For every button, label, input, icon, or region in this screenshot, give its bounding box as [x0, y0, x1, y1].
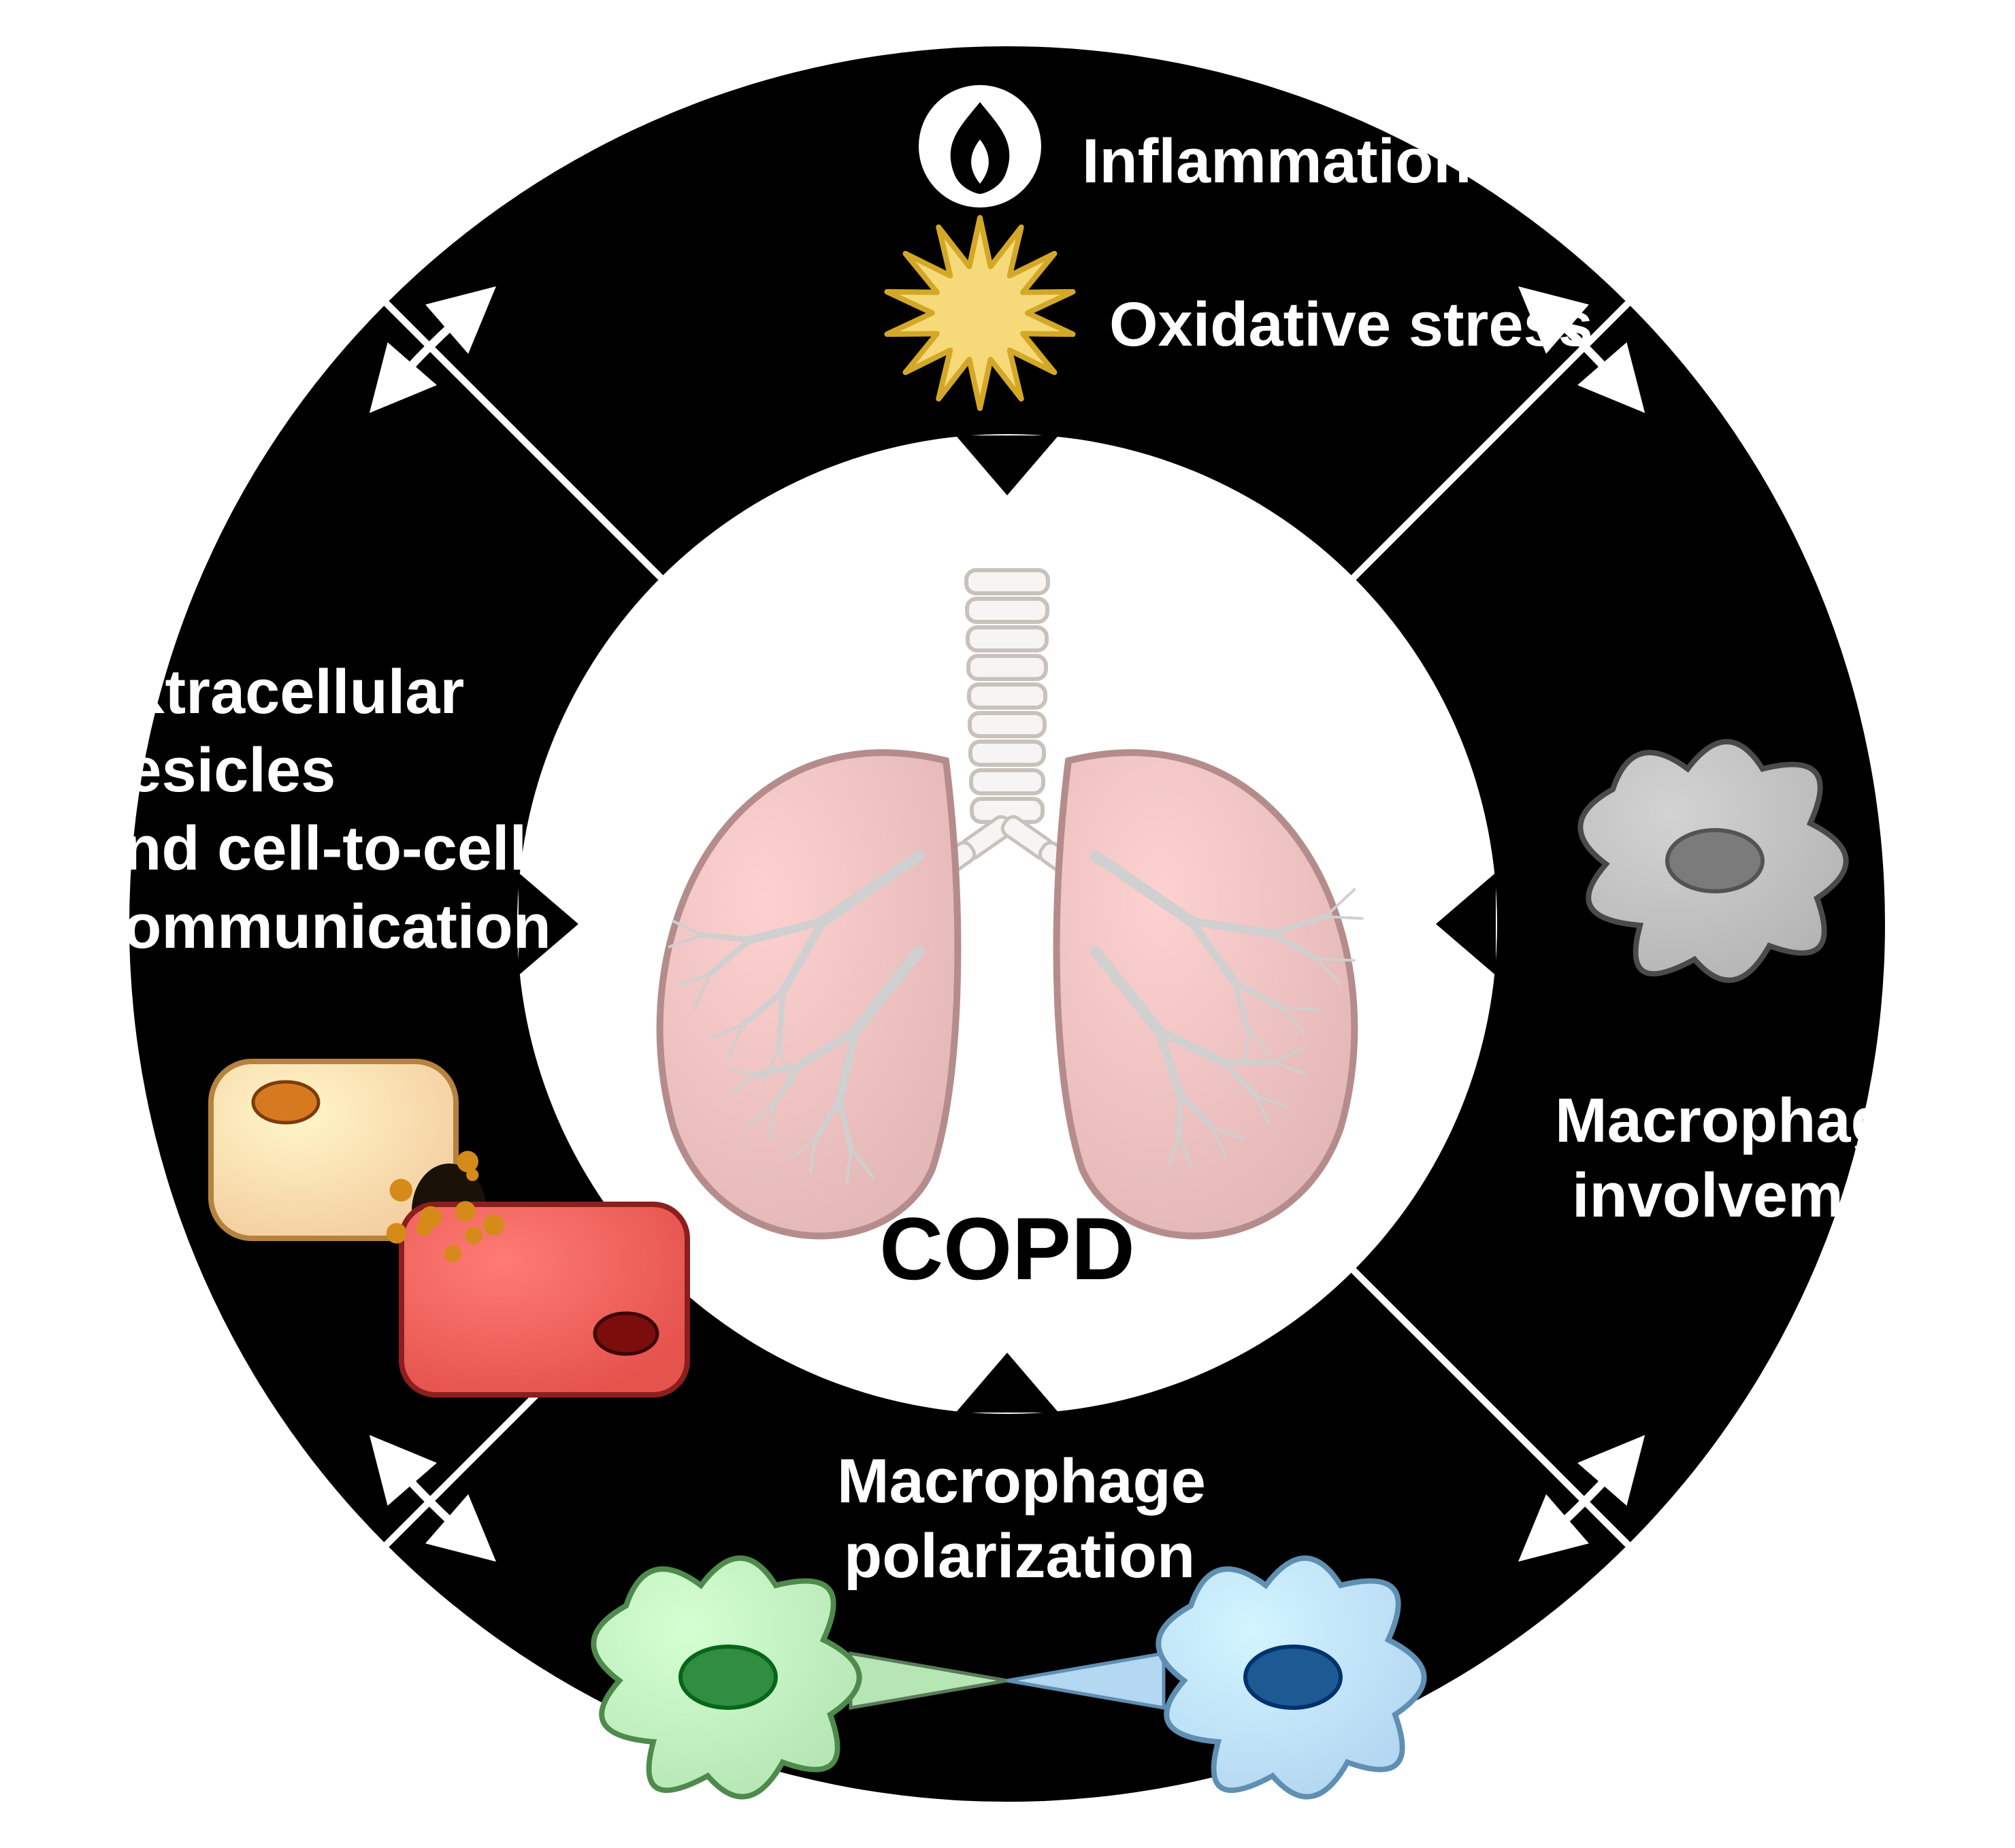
- vesicle-particle: [457, 1151, 478, 1172]
- center-label: COPD: [735, 1198, 1279, 1300]
- inner-pointer: [956, 435, 1059, 495]
- vesicle-particle: [444, 1245, 461, 1262]
- trachea-segment: [967, 599, 1047, 622]
- vesicle-particle: [390, 1179, 412, 1202]
- macrophage-green-nucleus: [681, 1647, 776, 1708]
- inner-pointer: [956, 1353, 1059, 1413]
- cell-b-organelle: [595, 1313, 657, 1354]
- label-macrophages: Macrophages: [1555, 1082, 1959, 1160]
- vesicle-particle: [465, 1227, 482, 1244]
- label-oxidative-stress: Oxidative stress: [1109, 286, 1593, 364]
- trachea-segment: [968, 627, 1047, 650]
- trachea-segment: [971, 770, 1043, 793]
- cell-a-organelle: [253, 1082, 318, 1123]
- label-inflammation: Inflammation: [1082, 122, 1471, 201]
- vesicle-particle: [455, 1201, 476, 1221]
- label-extracellular: Extracellular: [88, 653, 464, 731]
- label-polarization: polarization: [844, 1517, 1195, 1596]
- label-vesicles: Vesicles: [88, 731, 335, 810]
- trachea-segment: [968, 656, 1046, 679]
- macrophage-gray-nucleus: [1667, 830, 1763, 891]
- diagram-stage: Inflammation Oxidative stress Macrophage…: [0, 0, 2015, 1848]
- label-involvement: involvement: [1572, 1157, 1937, 1235]
- vesicle-particle: [483, 1215, 504, 1236]
- vesicle-particle: [466, 1169, 478, 1181]
- label-communication: communication: [88, 888, 551, 966]
- trachea-segment: [969, 684, 1045, 708]
- label-cell-to-cell: and cell-to-cell: [88, 810, 527, 888]
- vesicle-particle: [416, 1219, 433, 1236]
- trachea-segment: [966, 570, 1048, 593]
- trachea-segment: [970, 742, 1044, 765]
- lung-lobe: [1057, 753, 1355, 1236]
- lung-lobe: [660, 753, 958, 1236]
- label-macrophage: Macrophage: [837, 1442, 1206, 1521]
- inner-pointer: [1436, 873, 1496, 976]
- cell-b: [402, 1204, 687, 1395]
- macrophage-blue-nucleus: [1245, 1647, 1341, 1708]
- vesicle-particle: [387, 1223, 407, 1244]
- trachea-segment: [970, 713, 1045, 736]
